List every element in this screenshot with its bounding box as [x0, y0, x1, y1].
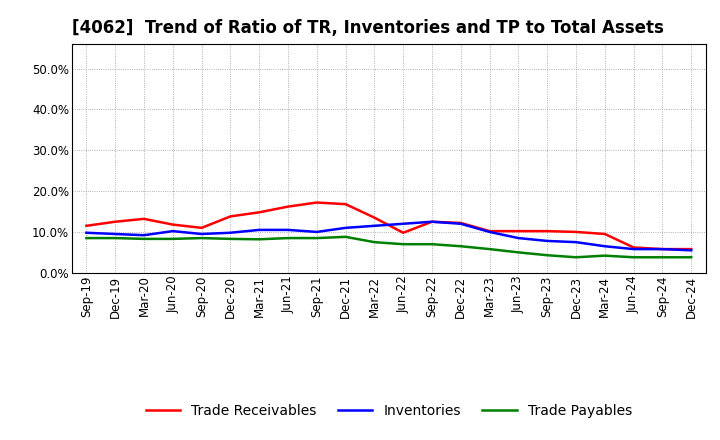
Trade Payables [456, 244, 465, 249]
Trade Payables [687, 255, 696, 260]
Inventories [600, 244, 609, 249]
Trade Receivables [485, 228, 494, 234]
Legend: Trade Receivables, Inventories, Trade Payables: Trade Receivables, Inventories, Trade Pa… [140, 399, 637, 424]
Trade Receivables [140, 216, 148, 221]
Trade Payables [514, 250, 523, 255]
Inventories [514, 235, 523, 241]
Inventories [456, 221, 465, 227]
Trade Payables [370, 239, 379, 245]
Text: [4062]  Trend of Ratio of TR, Inventories and TP to Total Assets: [4062] Trend of Ratio of TR, Inventories… [72, 19, 664, 37]
Trade Payables [284, 235, 292, 241]
Inventories [543, 238, 552, 244]
Trade Receivables [341, 202, 350, 207]
Trade Payables [658, 255, 667, 260]
Inventories [658, 246, 667, 252]
Inventories [226, 230, 235, 235]
Inventories [687, 248, 696, 253]
Trade Payables [543, 253, 552, 258]
Trade Receivables [168, 222, 177, 227]
Trade Payables [168, 236, 177, 242]
Inventories [629, 246, 638, 252]
Inventories [399, 221, 408, 227]
Trade Receivables [600, 231, 609, 237]
Trade Payables [485, 246, 494, 252]
Inventories [572, 239, 580, 245]
Trade Payables [600, 253, 609, 258]
Trade Payables [82, 235, 91, 241]
Inventories [168, 228, 177, 234]
Inventories [312, 229, 321, 235]
Trade Payables [140, 236, 148, 242]
Trade Receivables [658, 246, 667, 252]
Trade Receivables [226, 214, 235, 219]
Line: Trade Receivables: Trade Receivables [86, 202, 691, 249]
Inventories [284, 227, 292, 232]
Trade Receivables [312, 200, 321, 205]
Trade Payables [399, 242, 408, 247]
Inventories [111, 231, 120, 237]
Trade Payables [341, 234, 350, 239]
Inventories [341, 225, 350, 231]
Trade Receivables [514, 228, 523, 234]
Trade Receivables [543, 228, 552, 234]
Inventories [428, 219, 436, 224]
Trade Receivables [629, 245, 638, 250]
Trade Receivables [111, 219, 120, 224]
Inventories [82, 230, 91, 235]
Inventories [370, 223, 379, 228]
Trade Receivables [399, 230, 408, 235]
Trade Payables [312, 235, 321, 241]
Trade Receivables [687, 246, 696, 252]
Trade Receivables [255, 210, 264, 215]
Inventories [255, 227, 264, 232]
Inventories [197, 231, 206, 237]
Line: Inventories: Inventories [86, 222, 691, 250]
Trade Receivables [370, 215, 379, 220]
Trade Payables [197, 235, 206, 241]
Trade Payables [255, 237, 264, 242]
Trade Payables [572, 255, 580, 260]
Trade Receivables [572, 229, 580, 235]
Trade Receivables [284, 204, 292, 209]
Trade Receivables [456, 220, 465, 226]
Trade Receivables [82, 223, 91, 228]
Line: Trade Payables: Trade Payables [86, 237, 691, 257]
Trade Payables [428, 242, 436, 247]
Trade Payables [111, 235, 120, 241]
Trade Payables [629, 255, 638, 260]
Trade Receivables [197, 225, 206, 231]
Trade Receivables [428, 219, 436, 224]
Inventories [140, 233, 148, 238]
Trade Payables [226, 236, 235, 242]
Inventories [485, 229, 494, 235]
